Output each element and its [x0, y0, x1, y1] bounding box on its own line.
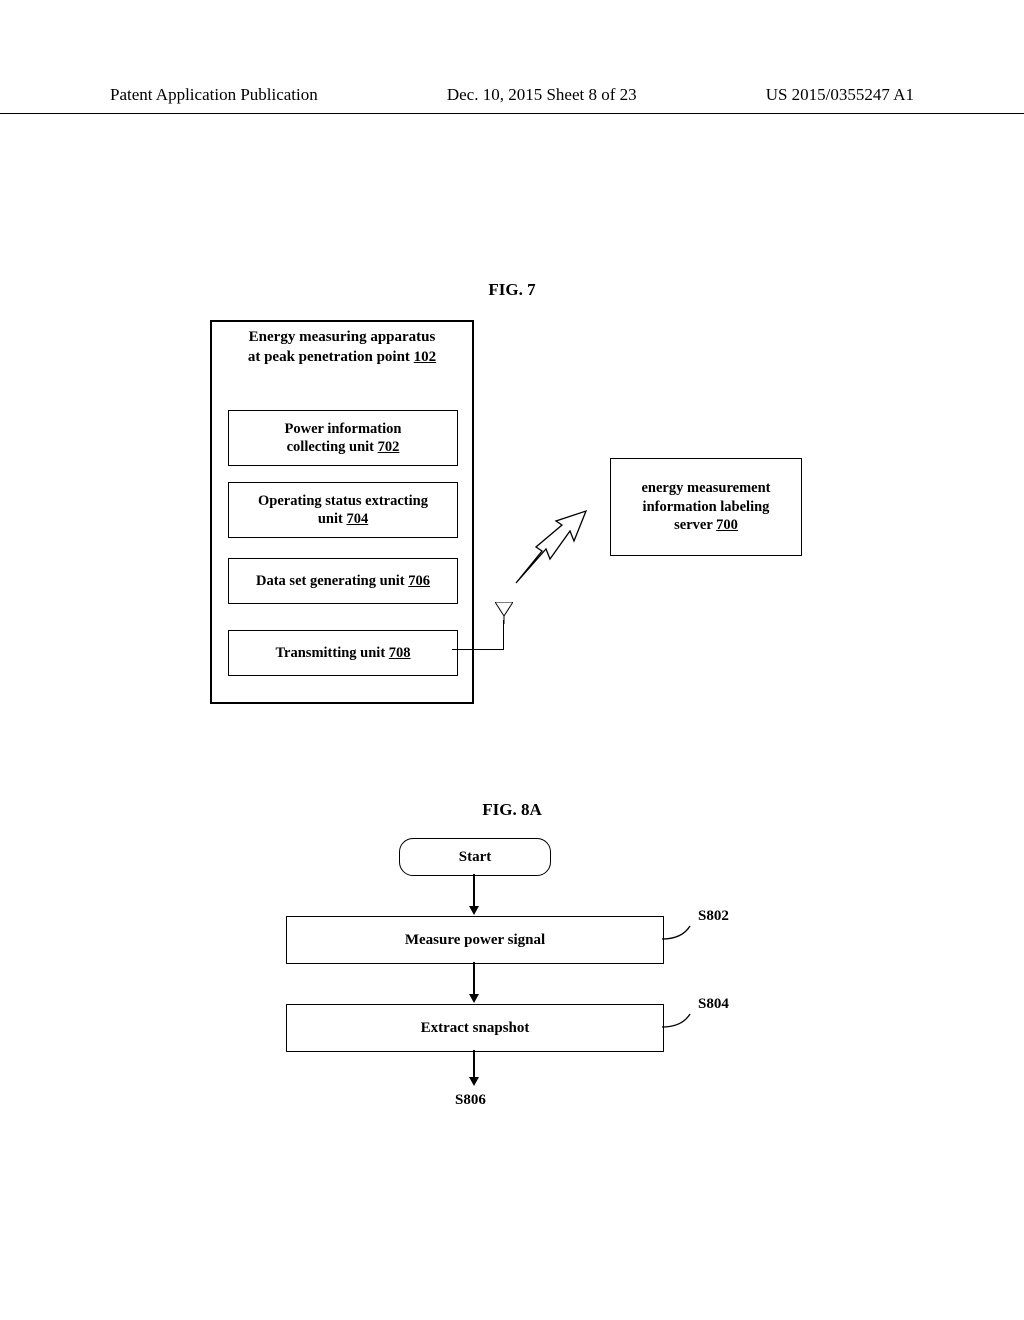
wireless-link-icon: [508, 505, 598, 595]
measure-power-label: Measure power signal: [405, 932, 545, 949]
arrow2-head: [469, 994, 479, 1003]
antenna-icon: [495, 602, 513, 624]
s806-label: S806: [455, 1092, 486, 1109]
operating-status-unit-box: Operating status extracting unit 704: [228, 482, 458, 538]
header-center: Dec. 10, 2015 Sheet 8 of 23: [447, 85, 637, 105]
unit3-ref: 706: [408, 573, 430, 589]
unit1-ref: 702: [378, 439, 400, 455]
unit1-l2: collecting unit: [287, 439, 378, 455]
server-l1: energy measurement: [642, 480, 771, 496]
fig8a-flowchart: Start Measure power signal S802 Extract …: [0, 820, 1024, 1240]
server-box: energy measurement information labeling …: [610, 458, 802, 556]
apparatus-title-l2: at peak penetration point: [248, 349, 414, 365]
start-label: Start: [459, 849, 492, 866]
page-header: Patent Application Publication Dec. 10, …: [0, 85, 1024, 114]
extract-snapshot-box: Extract snapshot: [286, 1004, 664, 1052]
apparatus-title-l1: Energy measuring apparatus: [249, 329, 436, 345]
fig7-label: FIG. 7: [0, 280, 1024, 300]
power-info-unit-box: Power information collecting unit 702: [228, 410, 458, 466]
arrow2-line: [473, 962, 475, 997]
header-right: US 2015/0355247 A1: [766, 85, 914, 105]
measure-power-box: Measure power signal: [286, 916, 664, 964]
s804-label: S804: [698, 996, 729, 1013]
start-node: Start: [399, 838, 551, 876]
server-ref: 700: [716, 517, 738, 533]
unit4-l1: Transmitting unit: [275, 645, 388, 661]
apparatus-title: Energy measuring apparatus at peak penet…: [212, 322, 472, 369]
arrow3-line: [473, 1050, 475, 1080]
wire-vertical: [503, 620, 504, 650]
wire-horizontal: [452, 649, 504, 650]
unit2-l2: unit: [318, 511, 347, 527]
server-l3: server: [674, 517, 716, 533]
fig8a-label: FIG. 8A: [0, 800, 1024, 820]
extract-snapshot-label: Extract snapshot: [421, 1020, 530, 1037]
transmitting-unit-box: Transmitting unit 708: [228, 630, 458, 676]
unit3-l1: Data set generating unit: [256, 573, 408, 589]
unit2-l1: Operating status extracting: [258, 493, 428, 509]
arrow3-head: [469, 1077, 479, 1086]
fig7-diagram: Energy measuring apparatus at peak penet…: [0, 320, 1024, 740]
apparatus-ref: 102: [414, 349, 437, 365]
unit4-ref: 708: [389, 645, 411, 661]
arrow1-line: [473, 874, 475, 909]
unit2-ref: 704: [346, 511, 368, 527]
unit1-l1: Power information: [285, 421, 402, 437]
arrow1-head: [469, 906, 479, 915]
header-left: Patent Application Publication: [110, 85, 318, 105]
s802-label: S802: [698, 908, 729, 925]
server-l2: information labeling: [643, 499, 770, 515]
data-set-unit-box: Data set generating unit 706: [228, 558, 458, 604]
